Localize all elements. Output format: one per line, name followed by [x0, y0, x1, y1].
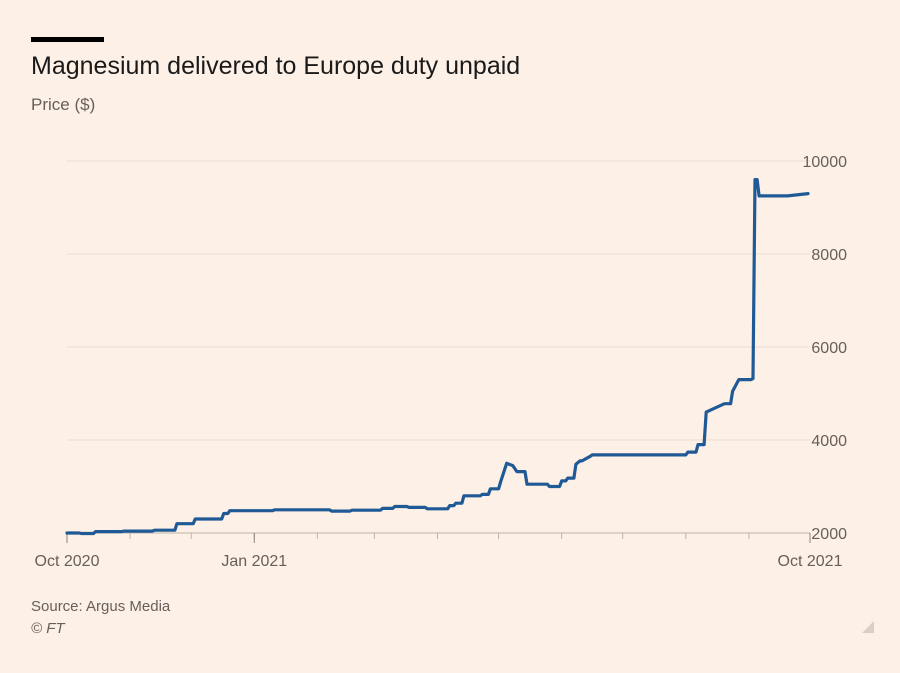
- x-tick-label: Jan 2021: [221, 553, 287, 570]
- y-tick-label: 8000: [811, 247, 847, 264]
- series-line: [65, 178, 810, 536]
- chart-title: Magnesium delivered to Europe duty unpai…: [31, 52, 521, 80]
- x-tick-label: Oct 2021: [778, 553, 843, 570]
- copyright: © FT: [31, 620, 65, 637]
- series-layer: [65, 178, 810, 536]
- gridlines: [67, 160, 810, 441]
- x-tick-label: Oct 2020: [35, 553, 100, 570]
- resize-corner-icon: [862, 621, 874, 633]
- y-axis: 2000 4000 6000 8000 10000: [803, 154, 848, 543]
- source-note: Source: Argus Media: [31, 598, 171, 615]
- y-tick-label: 2000: [811, 526, 847, 543]
- x-axis: Oct 2020 Jan 2021 Oct 2021: [35, 532, 843, 570]
- y-tick-label: 6000: [811, 340, 847, 357]
- y-tick-label: 10000: [803, 154, 848, 171]
- chart-subtitle: Price ($): [31, 95, 96, 114]
- title-rule: [31, 37, 104, 42]
- y-tick-label: 4000: [811, 433, 847, 450]
